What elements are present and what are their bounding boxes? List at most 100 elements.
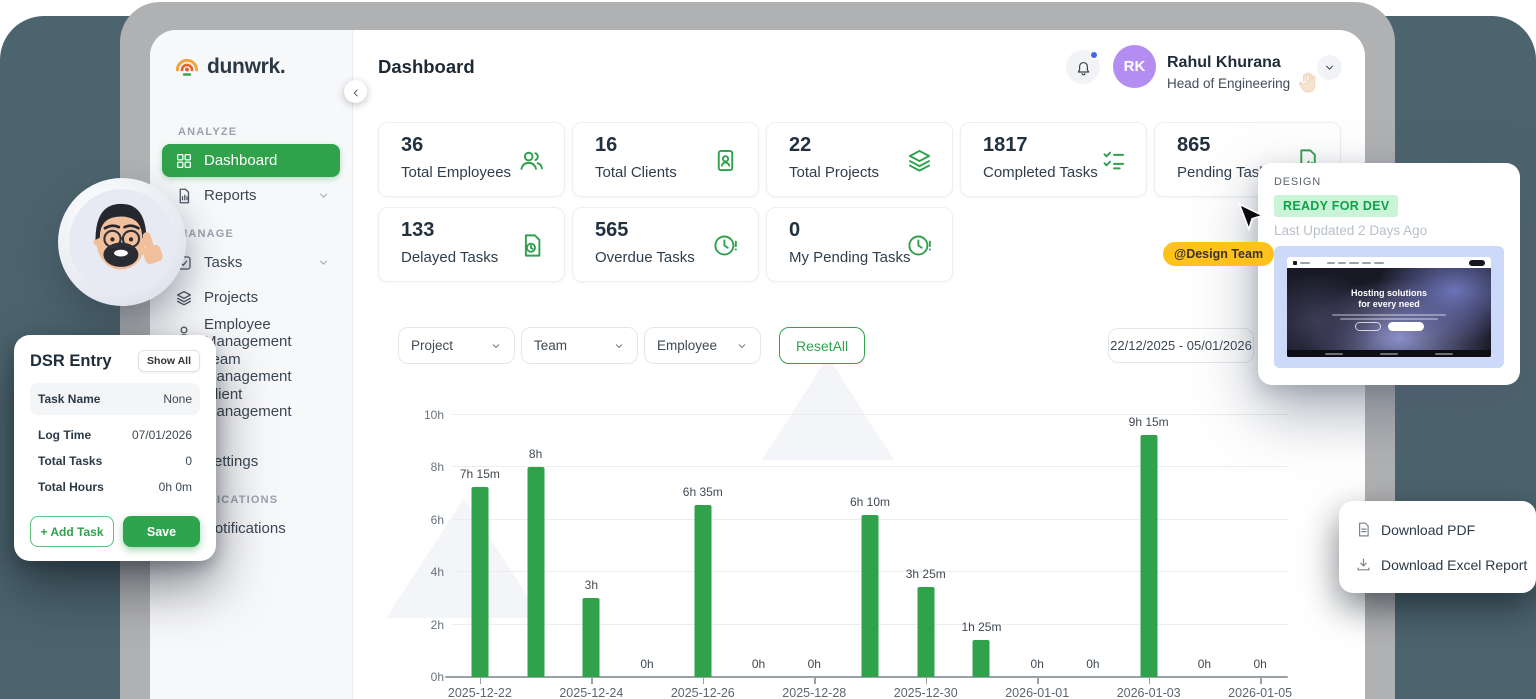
user-avatar[interactable]: RK: [1113, 45, 1156, 88]
stat-value: 865: [1177, 134, 1211, 156]
chart-bar-slot: 1h 25m: [954, 415, 1010, 677]
sidebar-item-label: Notifications: [204, 520, 286, 537]
stat-value: 1817: [983, 134, 1028, 156]
select-label: Employee: [657, 338, 718, 353]
stat-label: Delayed Tasks: [401, 249, 499, 266]
team-filter-select[interactable]: Team: [521, 327, 638, 364]
sidebar-item-label: Projects: [204, 289, 259, 306]
x-axis-tick-mark: [591, 678, 593, 684]
layers-icon: [906, 147, 933, 174]
sidebar-item-tasks[interactable]: Tasks: [162, 246, 340, 279]
stat-label: My Pending Tasks: [789, 249, 911, 266]
chart-bar-slot: 0h: [1177, 415, 1233, 677]
chart-bar-slot: 0h: [1065, 415, 1121, 677]
sidebar-item-label: Settings: [204, 453, 259, 470]
date-range-picker[interactable]: 22/12/2025 - 05/01/2026: [1108, 328, 1254, 363]
layers-icon: [175, 289, 193, 307]
doc-clock-icon: [518, 232, 545, 259]
dsr-row-label: Total Tasks: [38, 454, 103, 468]
clock-alert-icon: [906, 232, 933, 259]
design-preview-card: DESIGN READY FOR DEV Last Updated 2 Days…: [1258, 163, 1520, 385]
chart-bars: 7h 15m 2025-12-22 8h 3h 2025-12-24 0h 6h 35m 20…: [448, 415, 1292, 699]
show-all-button[interactable]: Show All: [138, 350, 200, 372]
stat-value: 16: [595, 134, 618, 156]
chart-bar-slot: 6h 10m: [842, 415, 898, 677]
y-axis-tick-label: 10h: [423, 408, 444, 422]
watermark-triangle: [386, 498, 542, 618]
stat-card-total-clients: 16 Total Clients: [572, 122, 759, 197]
sidebar-item-label: Tasks: [204, 254, 243, 271]
chevron-down-icon: [490, 340, 502, 352]
chart-bar-slot: 3h 25m 2025-12-30: [894, 415, 958, 699]
x-axis-tick-mark: [1148, 678, 1151, 684]
stat-value: 133: [401, 219, 435, 241]
chart-bar-slot: 0h 2026-01-05: [1228, 415, 1292, 699]
notifications-bell-button[interactable]: [1066, 50, 1100, 84]
stat-card-my-pending-tasks: 0 My Pending Tasks: [766, 207, 953, 282]
user-role: Head of Engineering: [1167, 76, 1291, 91]
x-axis-tick-mark: [479, 678, 482, 684]
chart-bar: [972, 639, 990, 677]
x-axis-tick-mark: [1037, 678, 1039, 684]
design-team-badge: @Design Team: [1163, 242, 1275, 266]
dsr-row-value: 07/01/2026: [131, 428, 192, 442]
chevron-down-icon: [317, 256, 330, 269]
bar-value-label: 3h 25m: [905, 567, 946, 582]
sidebar-item-label: Team Management: [204, 350, 292, 385]
reset-all-button[interactable]: ResetAll: [779, 327, 866, 364]
mouse-cursor-icon: [1237, 202, 1267, 233]
dsr-row-label: Total Hours: [38, 480, 104, 494]
screenshot-headline: Hosting solutions for every need: [1287, 288, 1491, 321]
users-icon: [518, 147, 545, 174]
id-badge-icon: [712, 147, 739, 174]
bar-value-label: 0h: [1253, 657, 1267, 671]
grid-icon: [175, 152, 193, 170]
download-excel-report-menu-item[interactable]: Download Excel Report: [1339, 547, 1536, 582]
dsr-title: DSR Entry: [30, 351, 112, 370]
dsr-row-value: 0: [185, 454, 192, 468]
sidebar-section-label: ANALYZE: [178, 126, 238, 138]
report-icon: [175, 187, 193, 205]
sidebar-item-projects[interactable]: Projects: [162, 281, 340, 314]
sidebar-item-employee-management[interactable]: Employee Management: [162, 316, 340, 350]
stat-card-overdue-tasks: 565 Overdue Tasks: [572, 207, 759, 282]
app-logo-text: dunwrk.: [207, 55, 286, 78]
chevron-left-icon: [350, 86, 362, 98]
memoji-avatar-overlay: [58, 178, 186, 306]
employee-filter-select[interactable]: Employee: [644, 327, 761, 364]
bar-value-label: 0h: [807, 657, 821, 671]
bar-value-label: 0h: [751, 657, 766, 671]
chart-gridline: [452, 414, 1288, 415]
x-axis-tick-mark: [925, 678, 928, 684]
design-thumbnail[interactable]: Hosting solutions for every need: [1274, 246, 1504, 368]
chart-gridline: [452, 466, 1288, 468]
sidebar-item-dashboard[interactable]: Dashboard: [162, 144, 340, 177]
bar-value-label: 8h: [528, 447, 543, 462]
save-button[interactable]: Save: [123, 516, 200, 547]
chart-x-axis-line: [445, 676, 1288, 678]
chevron-down-icon: [317, 189, 330, 202]
bar-value-label: 0h: [1086, 657, 1100, 671]
chart-bar: [917, 587, 935, 677]
bar-value-label: 6h 35m: [682, 484, 723, 499]
menu-item-label: Download PDF: [1381, 521, 1476, 538]
bar-value-label: 0h: [1030, 657, 1044, 671]
dsr-entry-card: DSR Entry Show All Task Name None Log Time…: [14, 335, 216, 561]
chart-bar-slot: 0h 2026-01-01: [1005, 415, 1069, 699]
project-filter-select[interactable]: Project: [398, 327, 515, 364]
x-axis-tick-label: 2025-12-22: [447, 686, 512, 699]
design-section-label: DESIGN: [1274, 176, 1321, 188]
user-menu-chevron-button[interactable]: [1317, 55, 1342, 80]
bar-value-label: 0h: [640, 657, 654, 671]
add-task-button[interactable]: + Add Task: [30, 516, 114, 547]
download-pdf-menu-item[interactable]: Download PDF: [1339, 512, 1536, 547]
chart-bar-slot: 3h 2025-12-24: [559, 415, 623, 699]
stat-value: 0: [789, 219, 801, 241]
dsr-row-value: None: [163, 392, 192, 406]
collapse-sidebar-button[interactable]: [344, 80, 367, 103]
x-axis-tick-mark: [814, 678, 816, 684]
stat-label: Pending Tasks: [1177, 164, 1275, 181]
stat-label: Overdue Tasks: [595, 249, 695, 266]
sidebar-item-reports[interactable]: Reports: [162, 179, 340, 212]
bar-value-label: 0h: [1197, 657, 1212, 671]
